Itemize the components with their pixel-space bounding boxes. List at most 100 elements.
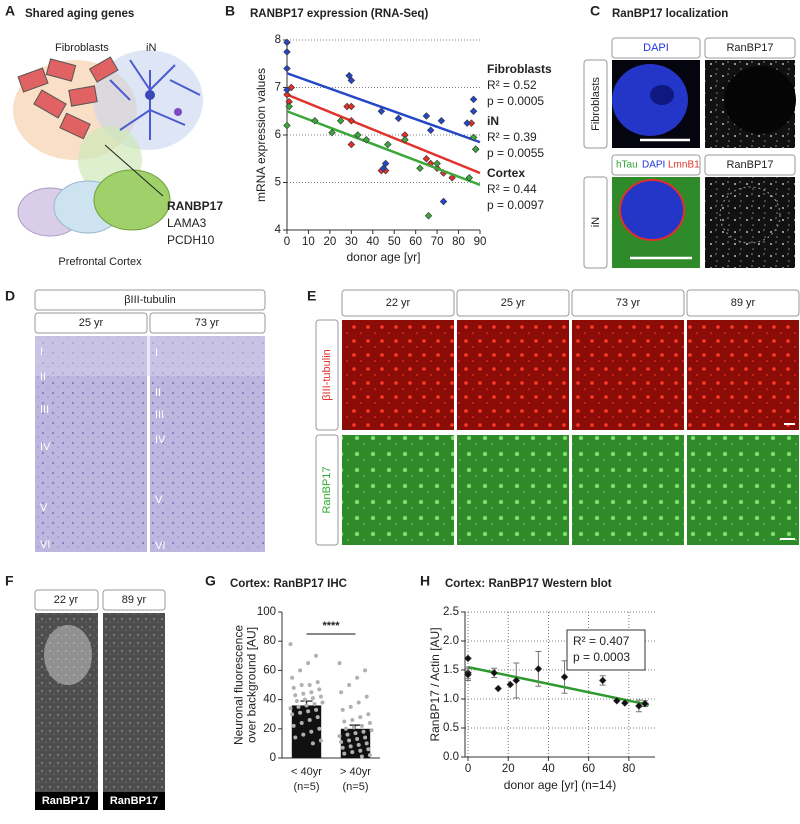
header-box [34, 289, 266, 311]
panel-letter: C [590, 3, 600, 19]
stats-box [566, 629, 646, 671]
data-point [355, 737, 360, 742]
significance-label: **** [322, 620, 340, 632]
y-tick-label: 2.0 [443, 635, 459, 647]
data-point [301, 732, 306, 737]
data-point [364, 694, 369, 699]
layer-label: III [155, 409, 164, 421]
data-point [363, 735, 368, 740]
trend-line [467, 665, 650, 707]
chart-title: RANBP17 expression (RNA-Seq) [250, 8, 428, 20]
data-point [366, 747, 371, 752]
data-point [358, 748, 363, 753]
data-point [285, 102, 293, 111]
panel-letter: F [5, 573, 14, 589]
data-point [356, 700, 361, 705]
data-point [422, 155, 431, 163]
layer-label: V [40, 502, 48, 514]
data-point [320, 700, 325, 705]
x-tick-label: 80 [452, 236, 465, 248]
data-point [347, 102, 356, 111]
data-point [364, 741, 369, 746]
data-point [290, 712, 295, 717]
y-tick-label: 40 [263, 694, 276, 706]
data-point [506, 680, 514, 689]
data-point [366, 712, 371, 717]
neuron-soma [145, 90, 155, 100]
data-point [307, 718, 312, 723]
data-point [469, 95, 478, 104]
fibroblast-cell [88, 56, 119, 83]
data-point [347, 117, 356, 125]
data-point [293, 735, 298, 740]
data-point [343, 726, 348, 731]
x-tick-label: 60 [409, 236, 422, 248]
data-point [288, 642, 293, 647]
data-point [310, 741, 315, 746]
x-axis-label: donor age [yr] (n=14) [504, 778, 616, 792]
data-point [311, 117, 319, 125]
y-tick-label: 7 [275, 82, 281, 94]
fibroblast-cell [59, 112, 91, 140]
data-point [291, 723, 296, 728]
y-tick-label: 0.0 [443, 751, 459, 763]
x-tick-label: 40 [542, 763, 555, 775]
stain-label: βIII-tubulin [124, 294, 176, 306]
header-box [456, 289, 570, 317]
trend-line [286, 72, 481, 144]
y-tick-label: 8 [275, 34, 281, 46]
stain-label: RanBP17 [726, 159, 773, 171]
data-point [283, 38, 291, 47]
legend-stat: p = 0.0055 [487, 146, 544, 160]
data-point [328, 128, 336, 137]
legend-stat: R² = 0.52 [487, 78, 537, 92]
data-point [350, 718, 355, 723]
legend-label: Cortex [487, 166, 525, 180]
x-tick-label: 40 [366, 236, 379, 248]
data-point [290, 675, 295, 680]
layer-label: VI [40, 539, 50, 551]
row-box [315, 319, 339, 431]
data-point [355, 675, 360, 680]
y-tick-label: 0 [270, 752, 276, 764]
data-point [309, 729, 314, 734]
data-point [299, 720, 304, 725]
header-box [571, 289, 685, 317]
data-point [362, 136, 371, 144]
legend-label: iN [487, 114, 499, 128]
data-point [306, 661, 311, 666]
data-point [613, 697, 621, 705]
x-tick-label: 0 [284, 236, 290, 248]
micrograph [705, 177, 795, 268]
layer-label: II [155, 387, 161, 399]
header-box [686, 289, 800, 317]
y-tick-label: 20 [263, 723, 276, 735]
x-tick-label: 60 [582, 763, 595, 775]
y-tick-label: 1.5 [443, 664, 459, 676]
venn-in [93, 50, 203, 150]
data-point [465, 174, 474, 182]
neurons [109, 59, 201, 140]
layer-label: II [40, 371, 46, 383]
x-tick-label: 80 [622, 763, 635, 775]
layer-label: IV [40, 441, 51, 453]
data-point [306, 709, 311, 714]
row-label: βIII-tubulin [321, 349, 333, 401]
data-point [283, 90, 291, 99]
data-point [337, 734, 342, 739]
panel-letter: D [5, 288, 15, 304]
column-label: 22 yr [386, 297, 411, 309]
data-point [416, 164, 424, 172]
data-point [283, 64, 291, 73]
data-point [534, 665, 543, 673]
row-label: Fibroblasts [590, 77, 602, 131]
data-point [309, 690, 314, 695]
data-point [283, 48, 291, 56]
column-label: 73 yr [616, 297, 641, 309]
data-point [369, 728, 374, 733]
data-point [304, 703, 309, 708]
data-point [296, 704, 301, 709]
stats-text: R² = 0.407 [573, 634, 630, 648]
data-point [464, 670, 472, 679]
header-box [611, 37, 701, 59]
